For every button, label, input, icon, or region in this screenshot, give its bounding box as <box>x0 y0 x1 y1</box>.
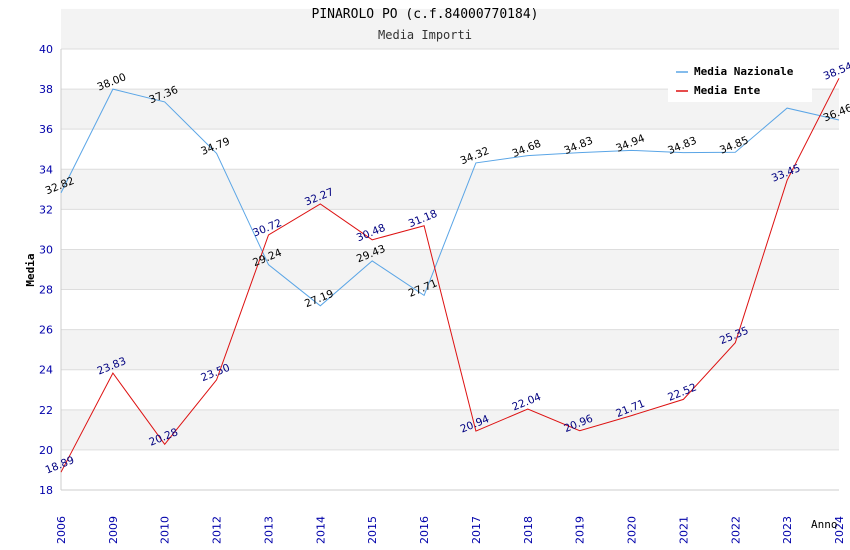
x-tick-label: 2017 <box>470 516 483 544</box>
x-tick-label: 2010 <box>159 516 172 544</box>
y-tick-label: 40 <box>39 43 53 56</box>
x-tick-label: 2014 <box>314 516 327 544</box>
legend-box <box>668 58 812 102</box>
x-tick-label: 2019 <box>574 516 587 544</box>
chart-title: PINAROLO PO (c.f.84000770184) <box>312 7 539 22</box>
grid-band <box>61 249 839 290</box>
y-tick-label: 22 <box>39 404 53 417</box>
y-tick-label: 26 <box>39 324 53 337</box>
legend-label-nazionale: Media Nazionale <box>694 65 794 78</box>
y-tick-label: 34 <box>39 163 53 176</box>
y-tick-label: 18 <box>39 484 53 497</box>
x-axis-label: Anno <box>811 518 838 531</box>
y-tick-label: 32 <box>39 203 53 216</box>
grid-band <box>61 329 839 370</box>
x-tick-label: 2020 <box>626 516 639 544</box>
grid-bands <box>61 8 839 450</box>
x-tick-label: 2015 <box>366 516 379 544</box>
y-tick-label: 38 <box>39 83 53 96</box>
x-tick-label: 2022 <box>729 516 742 544</box>
grid-band <box>61 8 839 49</box>
chart-subtitle: Media Importi <box>378 28 472 42</box>
x-tick-label: 2021 <box>677 516 690 544</box>
y-tick-label: 30 <box>39 243 53 256</box>
y-tick-label: 20 <box>39 444 53 457</box>
series-lines <box>60 78 840 473</box>
y-tick-label: 24 <box>39 364 53 377</box>
x-tick-label: 2016 <box>418 516 431 544</box>
x-tick-label: 2023 <box>781 516 794 544</box>
x-tick-label: 2013 <box>262 516 275 544</box>
legend-label-ente: Media Ente <box>694 84 761 97</box>
series-line-nazionale <box>60 88 840 307</box>
x-tick-label: 2012 <box>211 516 224 544</box>
y-tick-labels: 18 20 22 24 26 28 30 32 34 36 38 40 <box>39 43 53 497</box>
x-tick-label: 2009 <box>107 516 120 544</box>
y-tick-label: 28 <box>39 284 53 297</box>
series-line-ente <box>60 78 840 473</box>
grid-band <box>61 169 839 210</box>
y-tick-label: 36 <box>39 123 53 136</box>
x-tick-label: 2006 <box>55 516 68 544</box>
legend: Media Nazionale Media Ente <box>668 58 812 102</box>
x-tick-label: 2018 <box>522 516 535 544</box>
x-tick-labels: 2006 2009 2010 2012 2013 2014 2015 2016 2017 2018… <box>55 516 846 544</box>
axes <box>60 49 839 491</box>
grid-band <box>61 409 839 450</box>
y-axis-label: Media <box>24 253 37 286</box>
x-tick-label: 2024 <box>833 516 846 544</box>
